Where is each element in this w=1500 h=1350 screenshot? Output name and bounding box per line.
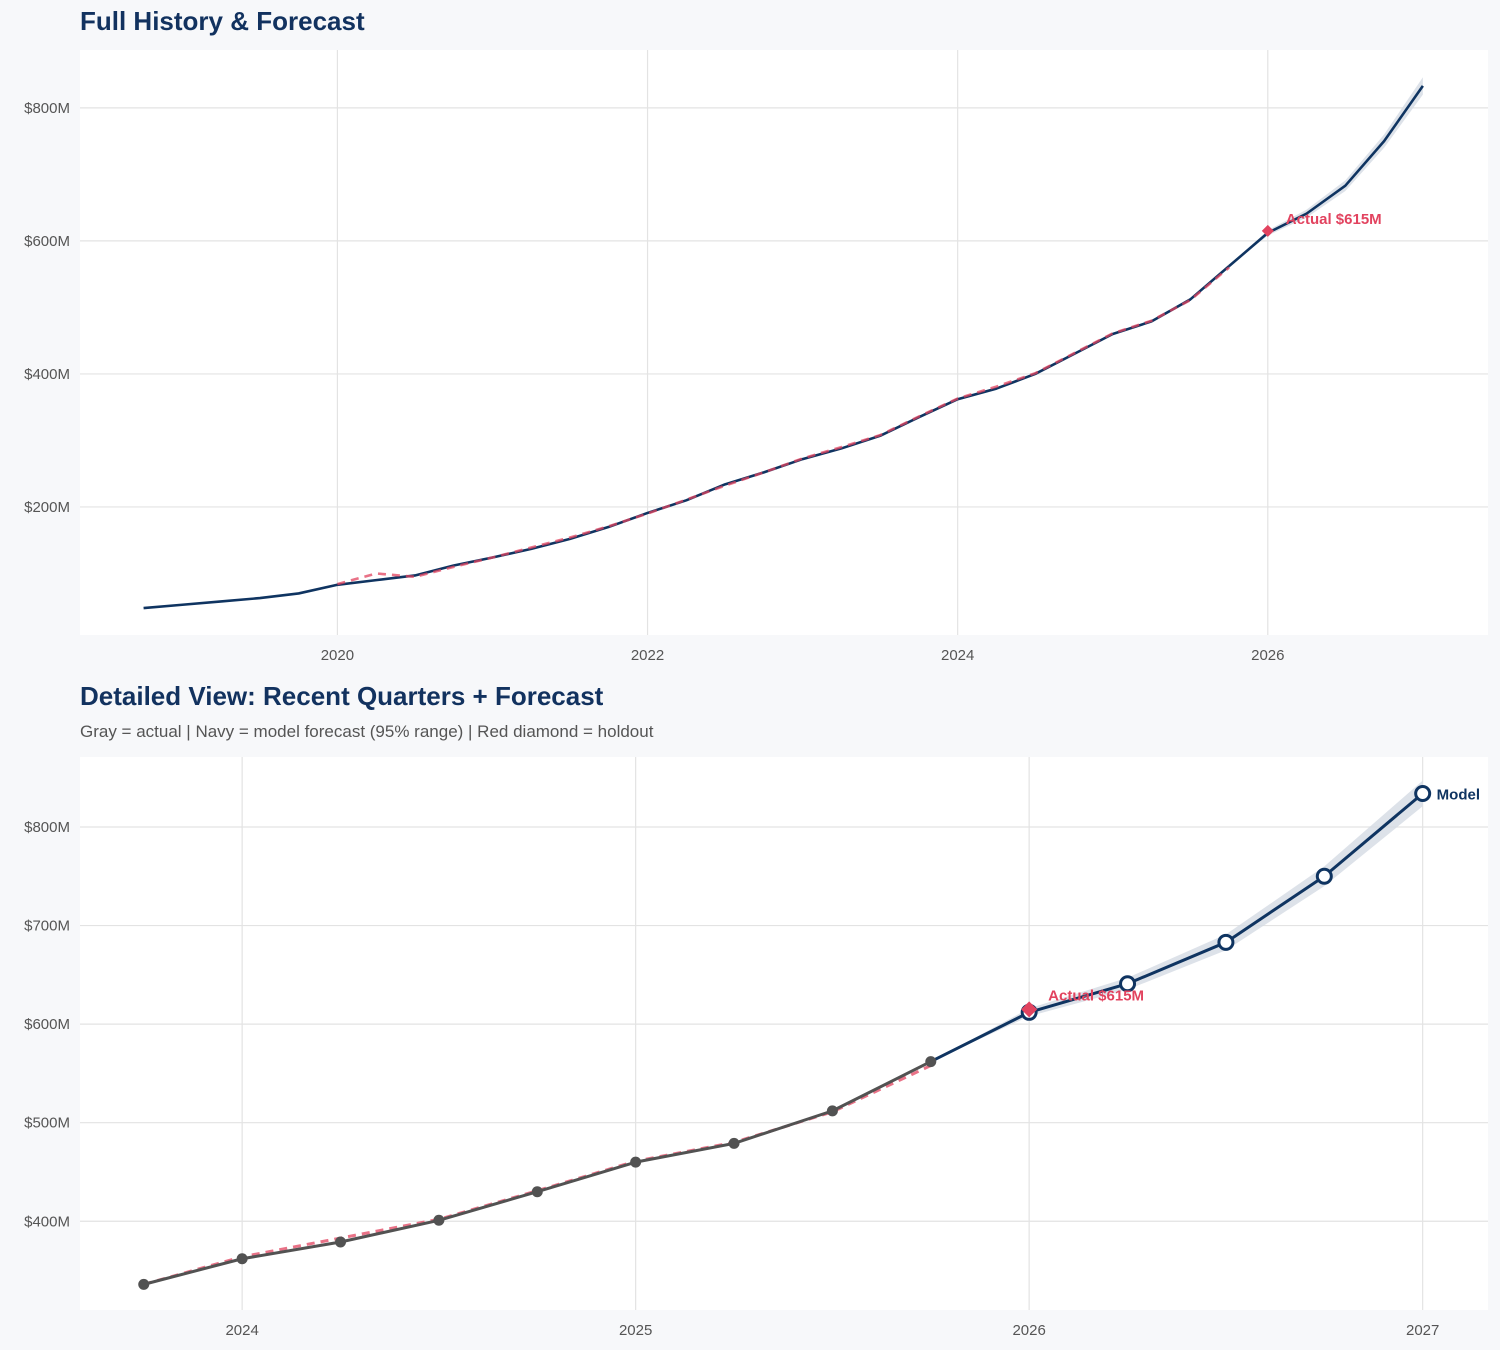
chart-title-top: Full History & Forecast [80, 6, 365, 36]
model-end-label: Model [1437, 786, 1480, 803]
x-tick-label: 2020 [321, 647, 354, 664]
forecast-point [1217, 933, 1235, 951]
actual-point [335, 1236, 347, 1248]
forecast-line [930, 792, 1424, 1063]
y-tick-label: $400M [24, 366, 70, 383]
y-tick-label: $500M [24, 1115, 70, 1132]
actual-point [236, 1253, 248, 1265]
holdout-diamond-marker [1261, 224, 1274, 237]
actual-point [728, 1137, 740, 1149]
forecast-point [1119, 975, 1137, 993]
x-tick-label: 2024 [941, 647, 974, 664]
actual-point [826, 1105, 838, 1117]
y-tick-label: $800M [24, 819, 70, 836]
actual-point [531, 1186, 543, 1198]
forecast-line [1228, 85, 1424, 268]
x-tick-label: 2027 [1406, 1322, 1439, 1339]
y-tick-label: $200M [24, 499, 70, 516]
actual-point [138, 1278, 150, 1290]
forecast-point [1414, 784, 1432, 802]
full-history-chart: $200M $400M $600M $800M 2020 2022 2024 2026 Actu… [24, 50, 1488, 664]
holdout-annotation-label: Actual $615M [1286, 211, 1382, 228]
holdout-annotation-label: Actual $615M [1048, 987, 1144, 1004]
plot-area [80, 757, 1488, 1310]
y-tick-label: $600M [24, 1016, 70, 1033]
fitted-line [337, 266, 1230, 586]
holdout-diamond-marker [1021, 1001, 1038, 1018]
x-tick-label: 2025 [619, 1322, 652, 1339]
y-tick-label: $800M [24, 100, 70, 117]
y-tick-label: $600M [24, 233, 70, 250]
x-tick-label: 2024 [225, 1322, 258, 1339]
plot-area [80, 50, 1488, 635]
x-tick-label: 2026 [1012, 1322, 1045, 1339]
actual-point [433, 1214, 445, 1226]
x-tick-label: 2022 [631, 647, 664, 664]
chart-subtitle: Gray = actual | Navy = model forecast (9… [80, 722, 654, 741]
x-tick-label: 2026 [1251, 647, 1284, 664]
actual-point [630, 1156, 642, 1168]
y-tick-label: $400M [24, 1213, 70, 1230]
forecast-point [1315, 867, 1333, 885]
actual-point [925, 1056, 937, 1068]
y-tick-label: $700M [24, 918, 70, 935]
chart-title-bottom: Detailed View: Recent Quarters + Forecas… [80, 681, 604, 711]
